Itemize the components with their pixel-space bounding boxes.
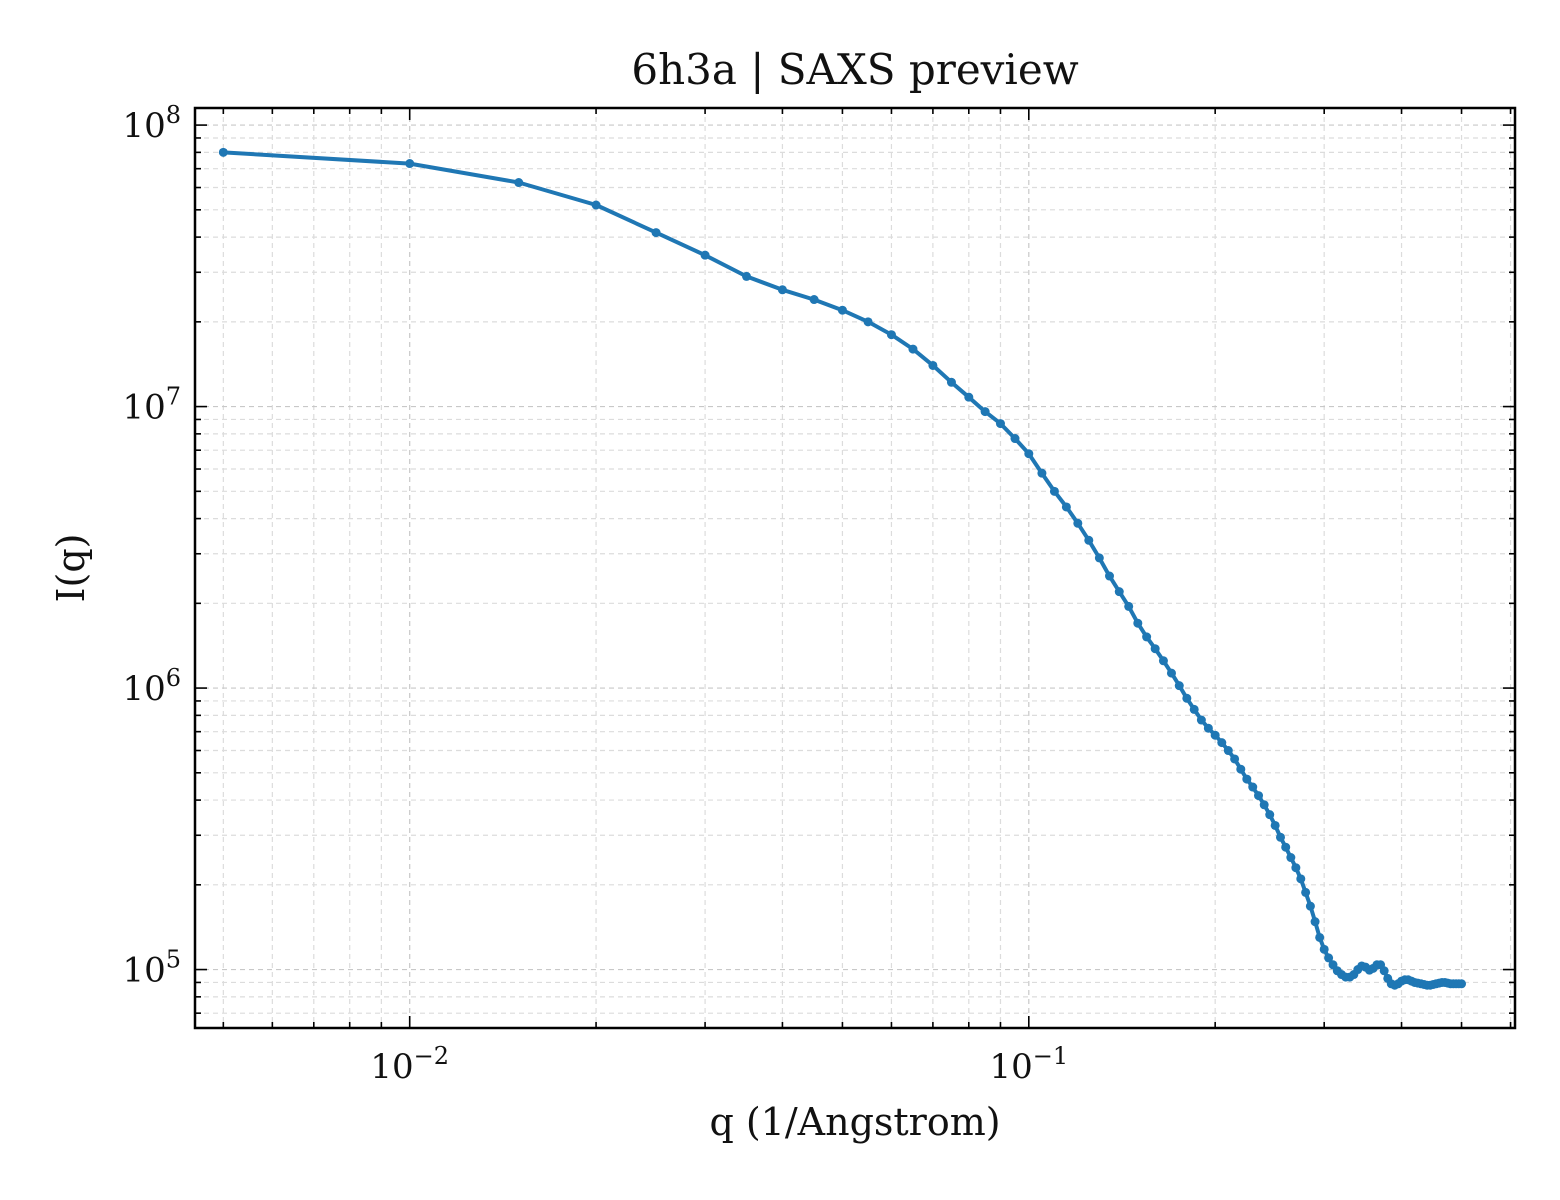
data-point bbox=[1310, 917, 1320, 927]
data-point bbox=[1223, 746, 1233, 756]
data-point bbox=[1196, 715, 1206, 725]
data-point bbox=[995, 419, 1005, 429]
data-point bbox=[1203, 723, 1213, 733]
data-point bbox=[908, 344, 918, 354]
grid bbox=[195, 108, 1515, 1028]
data-point bbox=[1319, 944, 1329, 954]
data-point bbox=[1061, 502, 1071, 512]
data-point bbox=[1265, 810, 1275, 820]
data-point bbox=[980, 407, 990, 417]
data-point bbox=[1133, 618, 1143, 628]
data-point bbox=[1315, 932, 1325, 942]
plot-background bbox=[195, 108, 1515, 1028]
x-axis-title: q (1/Angstrom) bbox=[709, 1100, 1000, 1144]
data-point bbox=[1275, 832, 1285, 842]
data-point bbox=[1379, 966, 1389, 976]
data-point bbox=[1189, 704, 1199, 714]
data-point bbox=[1182, 693, 1192, 703]
y-tick-label: 106 bbox=[122, 664, 181, 709]
data-point bbox=[1094, 553, 1104, 563]
data-point bbox=[1254, 791, 1264, 801]
data-point bbox=[1049, 486, 1059, 496]
chart-title: 6h3a | SAXS preview bbox=[631, 45, 1078, 94]
data-point bbox=[1104, 571, 1114, 581]
x-tick-labels: 10−2 10−1 bbox=[370, 1042, 1068, 1087]
data-point bbox=[1166, 668, 1176, 678]
y-tick-labels: 105 106 107 108 bbox=[122, 101, 181, 990]
data-point bbox=[1230, 754, 1240, 764]
x-tick-label: 10−1 bbox=[989, 1042, 1068, 1087]
data-point bbox=[1305, 901, 1315, 911]
data-point bbox=[1073, 518, 1083, 528]
data-point bbox=[964, 392, 974, 402]
data-point bbox=[928, 360, 938, 370]
y-tick-label: 105 bbox=[122, 946, 181, 991]
data-point bbox=[1024, 449, 1034, 459]
data-point bbox=[777, 285, 787, 295]
data-point bbox=[742, 271, 752, 281]
data-point bbox=[1457, 979, 1467, 989]
plot-area bbox=[193, 106, 1517, 1030]
data-point bbox=[837, 305, 847, 315]
data-point bbox=[1150, 644, 1160, 654]
data-point bbox=[1210, 730, 1220, 740]
data-point bbox=[651, 228, 661, 238]
data-point bbox=[1281, 842, 1291, 852]
data-point bbox=[1291, 863, 1301, 873]
plot-frame bbox=[193, 106, 1517, 1030]
data-point bbox=[1142, 632, 1152, 642]
data-point bbox=[1236, 764, 1246, 774]
data-point bbox=[591, 200, 601, 210]
y-axis-title: I(q) bbox=[49, 534, 93, 603]
data-point bbox=[1242, 774, 1252, 784]
data-point bbox=[1248, 782, 1258, 792]
data-point bbox=[1217, 738, 1227, 748]
data-point bbox=[1124, 601, 1134, 611]
data-point bbox=[1010, 434, 1020, 444]
data-point bbox=[1324, 953, 1334, 963]
data-point bbox=[863, 317, 873, 327]
data-point bbox=[1037, 468, 1047, 478]
data-point bbox=[514, 178, 524, 188]
data-point bbox=[946, 377, 956, 387]
y-tick-label: 108 bbox=[122, 101, 181, 146]
data-point bbox=[405, 159, 415, 169]
data-point bbox=[809, 295, 819, 305]
data-point bbox=[1301, 887, 1311, 897]
data-series bbox=[218, 147, 1467, 990]
data-point bbox=[1174, 681, 1184, 691]
data-point bbox=[886, 330, 896, 340]
data-point bbox=[700, 250, 710, 260]
data-point bbox=[1286, 853, 1296, 863]
y-tick-label: 107 bbox=[122, 383, 181, 428]
data-point bbox=[1158, 656, 1168, 666]
data-point bbox=[1114, 587, 1124, 597]
data-point bbox=[1084, 535, 1094, 545]
data-point bbox=[1270, 820, 1280, 830]
data-point bbox=[218, 147, 228, 157]
data-point bbox=[1259, 800, 1269, 810]
x-tick-label: 10−2 bbox=[370, 1042, 449, 1087]
data-point bbox=[1296, 874, 1306, 884]
